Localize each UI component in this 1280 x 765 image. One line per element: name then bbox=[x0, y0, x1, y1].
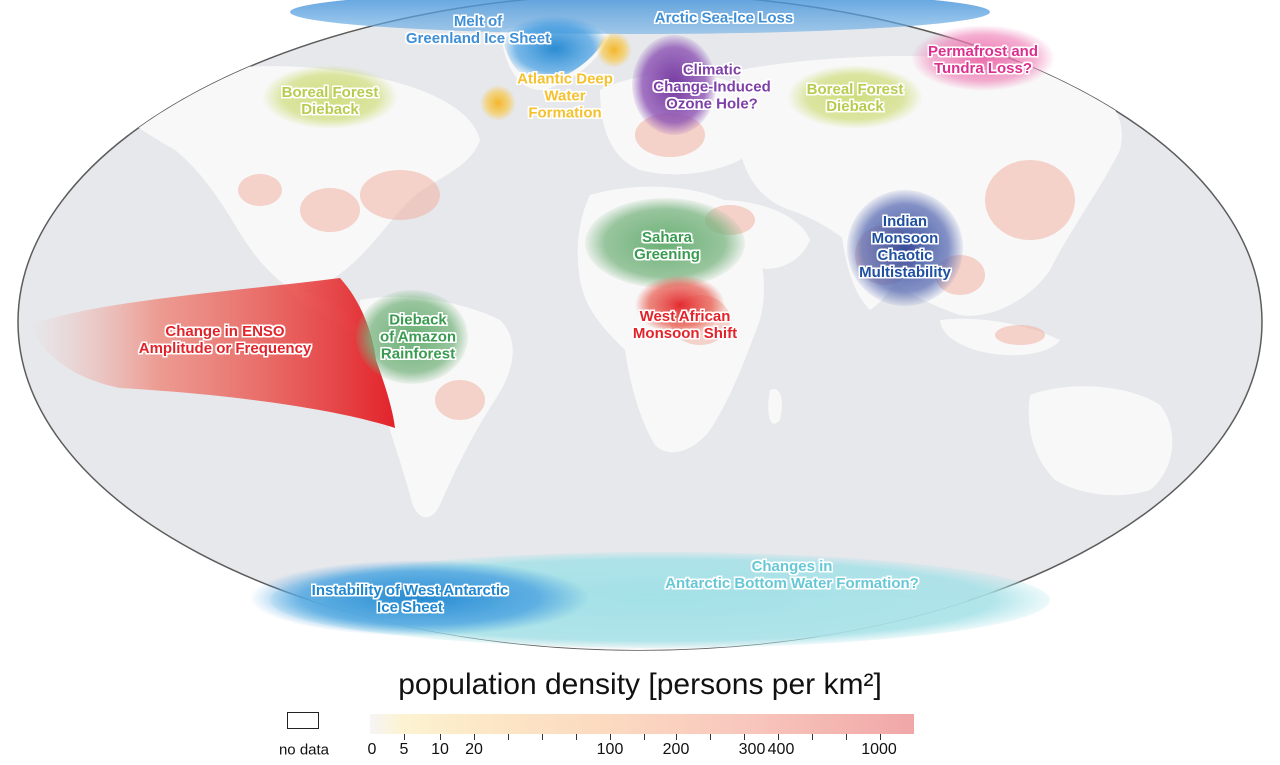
colorbar-tick-label: 1000 bbox=[861, 741, 897, 758]
west-african-monsoon-region bbox=[635, 275, 725, 335]
population-density-colorbar bbox=[370, 714, 914, 734]
label-melt-of-greenland-ice-sheet: Melt of Greenland Ice Sheet bbox=[405, 13, 551, 47]
colorbar-tick-mark bbox=[440, 734, 441, 740]
north-america bbox=[110, 66, 480, 290]
colorbar-tick-mark bbox=[610, 734, 611, 740]
australia bbox=[1028, 386, 1173, 496]
colorbar-tick-label: 20 bbox=[465, 741, 483, 758]
madagascar bbox=[768, 389, 782, 424]
colorbar-tick-mark bbox=[676, 734, 677, 740]
label-instability-of-west-antarctic-ice-sheet: Instability of West Antarctic Ice Sheet bbox=[311, 582, 509, 616]
colorbar-tick-mark bbox=[880, 734, 881, 740]
boreal-forest-east-region bbox=[787, 65, 923, 129]
colorbar-tick-mark bbox=[812, 734, 813, 740]
label-arctic-sea-ice-loss: Arctic Sea-Ice Loss bbox=[654, 9, 794, 27]
colorbar-tick-mark bbox=[710, 734, 711, 740]
colorbar-tick-mark bbox=[744, 734, 745, 740]
colorbar-tick-label: 200 bbox=[662, 741, 690, 758]
colorbar-tick-mark bbox=[846, 734, 847, 740]
atlantic-deep-water-spot-1 bbox=[596, 32, 632, 68]
label-boreal-forest-dieback-west: Boreal Forest Dieback bbox=[281, 84, 379, 118]
label-changes-in-antarctic-bottom-water-formation: Changes in Antarctic Bottom Water Format… bbox=[665, 558, 919, 592]
colorbar-tick-mark bbox=[576, 734, 577, 740]
colorbar-tick-mark bbox=[404, 734, 405, 740]
colorbar-tick-mark bbox=[644, 734, 645, 740]
label-atlantic-deep-water-formation: Atlantic Deep Water Formation bbox=[517, 70, 613, 122]
label-sahara-greening: Sahara Greening bbox=[634, 229, 700, 263]
arctic-sea-ice-region bbox=[290, 0, 990, 34]
amazon-region bbox=[356, 290, 468, 384]
colorbar-tick-label: 100 bbox=[596, 741, 624, 758]
colorbar-tick-label: 0 bbox=[367, 741, 377, 758]
label-indian-monsoon-chaotic-multistability: Indian Monsoon Chaotic Multistability bbox=[859, 213, 951, 281]
label-permafrost-and-tundra-loss: Permafrost and Tundra Loss? bbox=[927, 43, 1039, 77]
label-climatic-change-induced-ozone-hole: Climatic Change-Induced Ozone Hole? bbox=[653, 61, 771, 113]
label-dieback-of-amazon-rainforest: Dieback of Amazon Rainforest bbox=[379, 311, 457, 363]
colorbar-tick-mark bbox=[508, 734, 509, 740]
label-change-in-enso: Change in ENSO Amplitude or Frequency bbox=[138, 323, 312, 357]
colorbar-tick-label: 5 bbox=[399, 741, 409, 758]
permafrost-region bbox=[911, 25, 1055, 91]
sahara-region bbox=[585, 198, 745, 288]
colorbar-tick-mark bbox=[542, 734, 543, 740]
world-map bbox=[17, 0, 1263, 651]
label-west-african-monsoon-shift: West African Monsoon Shift bbox=[632, 308, 738, 342]
indian-monsoon-region bbox=[847, 190, 963, 306]
enso-region bbox=[30, 278, 395, 428]
colorbar-tick-mark bbox=[778, 734, 779, 740]
colorbar-tick-label: 300 bbox=[738, 741, 766, 758]
west-antarctic-ice-sheet-region bbox=[250, 560, 590, 636]
colorbar-tick-label: 10 bbox=[431, 741, 449, 758]
colorbar-tick-mark bbox=[474, 734, 475, 740]
legend-title: population density [persons per km²] bbox=[398, 668, 882, 701]
no-data-label: no data bbox=[278, 741, 330, 759]
label-boreal-forest-dieback-east: Boreal Forest Dieback bbox=[806, 81, 904, 115]
boreal-forest-west-region bbox=[262, 65, 398, 129]
atlantic-deep-water-spot-2 bbox=[480, 85, 516, 121]
colorbar-tick-label: 400 bbox=[767, 741, 795, 758]
ozone-hole-region bbox=[632, 35, 716, 135]
greenland-ice-sheet-region bbox=[500, 15, 610, 82]
no-data-swatch bbox=[287, 712, 319, 729]
